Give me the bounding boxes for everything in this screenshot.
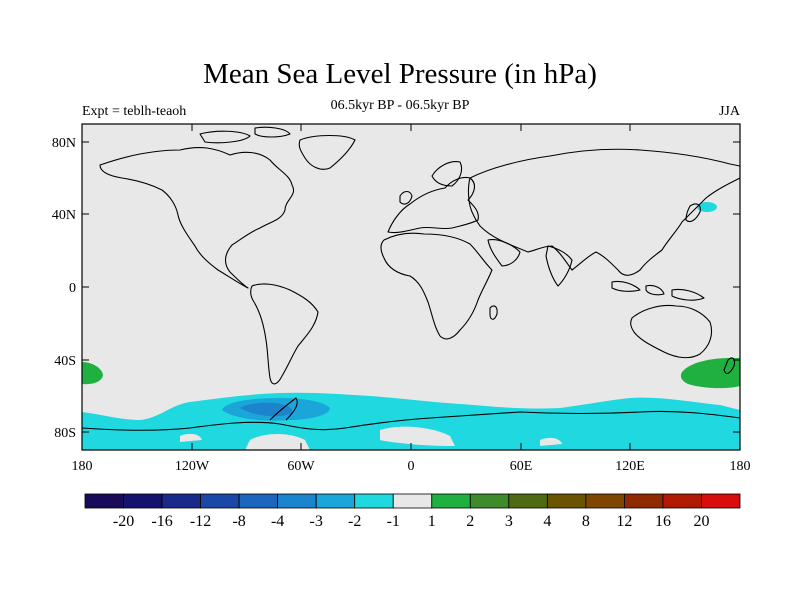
- colorbar: -20 -16 -12 -8 -4 -3 -2 -1 1 2 3 4 8 12 16 20: [84, 493, 741, 530]
- colorbar-label: -2: [348, 513, 361, 530]
- y-tick-80s: 80S: [54, 426, 76, 441]
- colorbar-label: -8: [232, 513, 245, 530]
- map-panel: [82, 124, 740, 450]
- colorbar-swatch: [238, 493, 279, 509]
- pressure-anomaly-fields: [82, 126, 740, 450]
- y-tick-40s: 40S: [54, 354, 76, 369]
- colorbar-label: 3: [505, 513, 513, 530]
- colorbar-label: 1: [428, 513, 436, 530]
- near-zero-patch-3: [540, 437, 562, 446]
- negative-anomaly-inner: [240, 402, 293, 417]
- colorbar-swatch: [662, 493, 702, 509]
- colorbar-label: -12: [190, 513, 211, 530]
- colorbar-swatch: [277, 493, 317, 509]
- x-tick-120e: 120E: [615, 459, 645, 474]
- near-zero-patch-2: [380, 426, 455, 446]
- x-tick-180e: 180: [730, 459, 751, 474]
- colorbar-swatch: [585, 493, 625, 509]
- y-tick-0: 0: [69, 281, 76, 296]
- season-label: JJA: [718, 104, 740, 119]
- near-zero-patch-1: [245, 434, 310, 450]
- x-tick-0: 0: [408, 459, 415, 474]
- x-tick-180w: 180: [72, 459, 93, 474]
- colorbar-label: 4: [543, 513, 551, 530]
- map-title: Mean Sea Level Pressure (in hPa): [203, 58, 597, 90]
- colorbar-swatch: [546, 493, 587, 509]
- y-tick-80n: 80N: [52, 136, 76, 151]
- colorbar-swatch: [161, 493, 201, 509]
- colorbar-swatch: [315, 493, 356, 509]
- coastlines: [82, 126, 740, 431]
- map-subtitle: 06.5kyr BP - 06.5kyr BP: [330, 98, 470, 113]
- colorbar-label: -16: [151, 513, 172, 530]
- colorbar-swatch: [508, 493, 548, 509]
- colorbar-swatch: [469, 493, 510, 509]
- experiment-label: Expt = teblh-teaoh: [82, 104, 187, 119]
- colorbar-label: 8: [582, 513, 590, 530]
- colorbar-label: 20: [693, 513, 709, 530]
- colorbar-label: -4: [271, 513, 284, 530]
- south-pacific-positive-anomaly: [82, 362, 103, 385]
- y-tick-40n: 40N: [52, 208, 76, 223]
- colorbar-label: 16: [655, 513, 671, 530]
- colorbar-swatch: [84, 493, 124, 509]
- colorbar-swatch: [701, 493, 741, 509]
- colorbar-swatch: [123, 493, 163, 509]
- colorbar-swatch: [392, 493, 433, 509]
- colorbar-swatch: [354, 493, 394, 509]
- colorbar-label: 2: [466, 513, 474, 530]
- colorbar-label: -1: [387, 513, 400, 530]
- near-zero-patch-4: [180, 433, 202, 442]
- colorbar-label: -20: [113, 513, 134, 530]
- colorbar-swatch: [431, 493, 471, 509]
- colorbar-swatch: [624, 493, 664, 509]
- colorbar-swatch: [200, 493, 240, 509]
- north-pacific-negative-anomaly: [697, 202, 717, 212]
- x-tick-60e: 60E: [510, 459, 533, 474]
- x-tick-60w: 60W: [287, 459, 315, 474]
- colorbar-label: -3: [310, 513, 323, 530]
- y-axis: [82, 141, 740, 433]
- x-tick-120w: 120W: [175, 459, 210, 474]
- x-axis: [81, 124, 741, 450]
- colorbar-label: 12: [616, 513, 632, 530]
